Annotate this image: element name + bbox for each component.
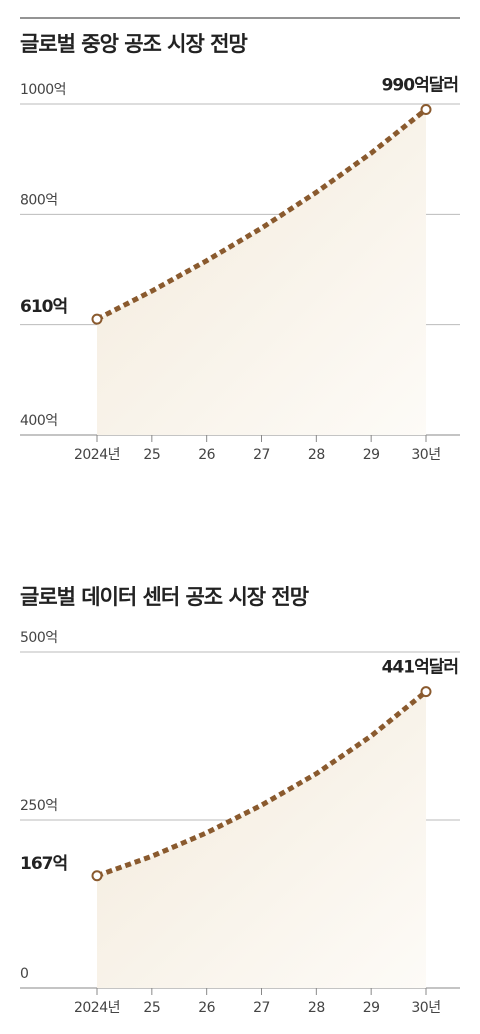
x-tick-label: 25 — [143, 447, 160, 463]
chart-title: 글로벌 중앙 공조 시장 전망 — [20, 32, 247, 56]
line — [95, 107, 428, 322]
y-tick-label: 0 — [20, 966, 28, 982]
value-label: 441억달러 — [382, 657, 458, 678]
x-tick-label: 27 — [253, 1000, 270, 1016]
marker — [91, 313, 103, 325]
y-tick-label: 500억 — [20, 630, 58, 646]
x-tick-label: 26 — [198, 1000, 215, 1016]
y-tick-label: 250억 — [20, 798, 58, 814]
x-tick-label: 28 — [308, 447, 325, 463]
x-tick-label: 25 — [143, 1000, 160, 1016]
marker — [420, 686, 432, 698]
area — [97, 109, 426, 436]
x-tick-label: 30년 — [411, 447, 440, 463]
x-tick-label: 29 — [363, 447, 380, 463]
x-tick-label: 26 — [198, 447, 215, 463]
marker — [91, 870, 103, 882]
x-tick-label: 28 — [308, 1000, 325, 1016]
y-tick-label: 1000억 — [20, 82, 66, 98]
x-tick-label: 30년 — [411, 1000, 440, 1016]
area — [97, 691, 426, 988]
value-label: 610억 — [20, 297, 67, 317]
x-tick-label: 2024년 — [74, 447, 120, 463]
x-tick-label: 29 — [363, 1000, 380, 1016]
y-tick-label: 800억 — [20, 192, 58, 208]
x-tick-label: 2024년 — [74, 1000, 120, 1016]
value-label: 167억 — [20, 854, 67, 874]
y-tick-label: 400억 — [20, 413, 58, 429]
chart-title: 글로벌 데이터 센터 공조 시장 전망 — [20, 585, 309, 609]
value-label: 990억달러 — [382, 75, 458, 96]
x-tick-label: 27 — [253, 447, 270, 463]
marker — [420, 104, 432, 116]
